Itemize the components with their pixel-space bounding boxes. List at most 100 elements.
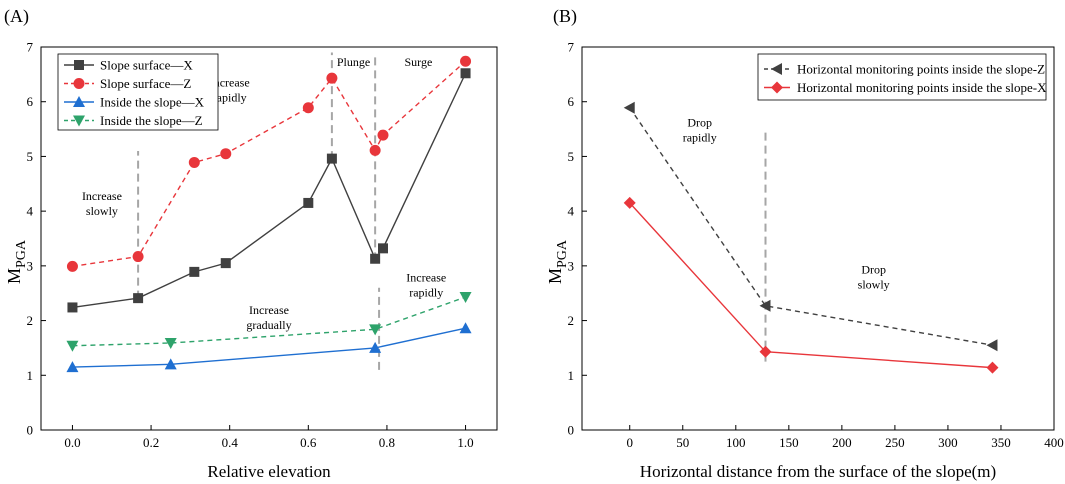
- y-tick-label: 1: [568, 368, 575, 383]
- panel-b-ticks: 0 50 100 150 200 250 300 350 400 0 1 2 3 4 5 6 7: [568, 40, 1064, 451]
- data-point: [759, 345, 772, 358]
- legend-marker: [73, 115, 85, 127]
- y-tick-label: 2: [27, 313, 34, 328]
- panel-a-y-axis-label: MPGA: [4, 239, 29, 284]
- annotation-text: Increase rapidly: [406, 271, 446, 300]
- annotation-text: Drop slowly: [858, 263, 890, 292]
- legend-label: Slope surface—X: [100, 58, 193, 73]
- y-tick-label: 6: [568, 94, 575, 109]
- y-tick-label: 4: [27, 204, 34, 219]
- data-point: [164, 358, 177, 370]
- y-tick-label: 4: [568, 204, 575, 219]
- panel-a-ticks: 0.0 0.2 0.4 0.6 0.8 1.0 0 1 2 3 4 5 6 7: [27, 40, 474, 451]
- panel-a-plot-frame: [40, 46, 498, 431]
- data-point: [623, 101, 635, 114]
- annotation-line: rapidly: [683, 130, 717, 144]
- y-tick-label: 3: [568, 258, 575, 273]
- annotation-line: Increase: [406, 271, 446, 285]
- data-point: [370, 253, 381, 264]
- panel-b-series: [623, 101, 999, 374]
- data-point: [188, 156, 200, 168]
- y-tick-label: 0: [27, 423, 34, 438]
- x-tick-label: 400: [1044, 435, 1064, 450]
- panel-b-y-axis-main: M: [545, 268, 565, 284]
- legend-marker: [73, 78, 85, 89]
- data-point: [369, 144, 381, 156]
- annotation-text: Surge: [404, 55, 432, 69]
- data-point: [460, 68, 471, 79]
- legend-label: Horizontal monitoring points inside the …: [797, 80, 1047, 95]
- data-point: [303, 197, 314, 208]
- data-point: [326, 153, 337, 164]
- annotation-line: Drop: [687, 115, 712, 129]
- data-point: [986, 361, 999, 374]
- y-tick-label: 6: [27, 94, 34, 109]
- panel-b-plot-frame: [581, 46, 1055, 431]
- annotation-line: Increase: [82, 189, 122, 203]
- legend-marker: [73, 96, 85, 107]
- panel-b-chart: (B) 0 50 100 150 200 250 300 350 400 0 1 2 3 4 5 6 7 Dro…: [545, 6, 1064, 481]
- data-point: [189, 266, 200, 277]
- x-tick-label: 300: [938, 435, 958, 450]
- panel-a-phase-dividers: [137, 52, 381, 370]
- data-point: [133, 293, 144, 304]
- annotation-line: Increase: [249, 303, 289, 317]
- panel-a-legend: Slope surface—X Slope surface—Z Inside the…: [57, 53, 219, 131]
- x-tick-label: 0.8: [379, 435, 395, 450]
- legend-label: Horizontal monitoring points inside the …: [797, 62, 1045, 77]
- x-tick-label: 200: [832, 435, 852, 450]
- x-tick-label: 350: [991, 435, 1011, 450]
- panel-a-label: (A): [4, 6, 29, 27]
- y-tick-label: 0: [568, 423, 575, 438]
- data-point: [377, 129, 389, 141]
- data-point: [460, 55, 472, 67]
- annotation-line: Drop: [861, 263, 886, 277]
- y-tick-label: 5: [27, 149, 34, 164]
- y-tick-label: 7: [568, 40, 575, 55]
- legend-marker: [74, 60, 84, 70]
- panel-b-label: (B): [553, 6, 577, 27]
- data-point: [326, 72, 338, 84]
- data-point: [302, 102, 314, 114]
- data-point: [369, 324, 382, 336]
- x-tick-label: 0: [626, 435, 633, 450]
- y-tick-label: 1: [27, 368, 34, 383]
- data-point: [369, 341, 382, 353]
- data-point: [378, 243, 388, 254]
- legend-label: Inside the slope—X: [100, 95, 205, 110]
- series-line: [72, 60, 467, 268]
- panel-b-legend-box: [757, 53, 1047, 101]
- data-point: [459, 322, 472, 334]
- legend-label: Inside the slope—Z: [100, 113, 203, 128]
- x-tick-label: 0.2: [143, 435, 159, 450]
- annotation-line: slowly: [86, 204, 118, 218]
- panel-a-series: [66, 55, 472, 373]
- panel-a-x-axis-label: Relative elevation: [207, 462, 331, 481]
- legend-label: Slope surface—Z: [100, 76, 191, 91]
- x-tick-label: 250: [885, 435, 905, 450]
- x-tick-label: 0.6: [300, 435, 317, 450]
- data-point: [759, 299, 771, 312]
- panel-b-y-axis-label: MPGA: [545, 239, 570, 284]
- annotation-line: Plunge: [337, 55, 370, 69]
- data-point: [66, 361, 79, 373]
- annotation-line: Increase: [210, 75, 250, 89]
- data-point: [132, 251, 144, 263]
- y-tick-label: 2: [568, 313, 575, 328]
- legend-marker: [771, 63, 782, 75]
- data-point: [459, 292, 472, 304]
- y-tick-label: 5: [568, 149, 575, 164]
- annotation-line: slowly: [858, 278, 890, 292]
- data-point: [66, 340, 79, 352]
- x-tick-label: 0.4: [222, 435, 239, 450]
- panel-b-x-axis-label: Horizontal distance from the surface of …: [640, 462, 996, 481]
- data-point: [164, 338, 177, 350]
- annotation-text: Increase rapidly: [210, 75, 250, 104]
- series-line: [72, 296, 466, 347]
- x-tick-label: 50: [676, 435, 689, 450]
- y-tick-label: 7: [27, 40, 34, 55]
- x-tick-label: 0.0: [64, 435, 80, 450]
- data-point: [220, 258, 231, 269]
